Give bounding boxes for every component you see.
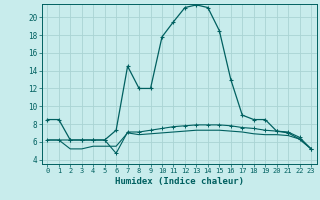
X-axis label: Humidex (Indice chaleur): Humidex (Indice chaleur) [115,177,244,186]
